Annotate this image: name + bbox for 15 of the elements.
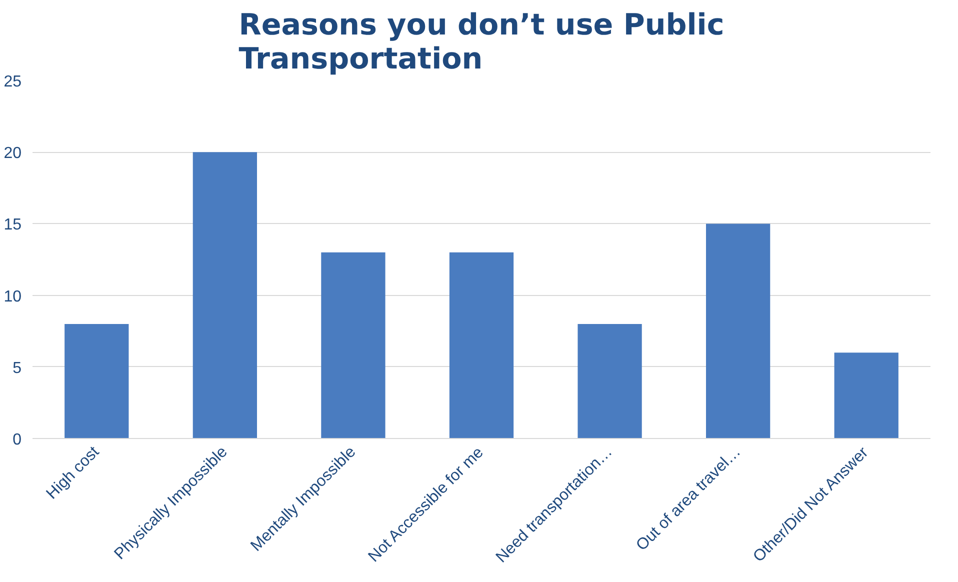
chart-title: Reasons you don’t use Public Transportation xyxy=(238,8,724,76)
bar xyxy=(706,224,770,438)
y-tick-label: 20 xyxy=(4,145,22,162)
x-tick-label: High cost xyxy=(43,443,104,503)
bar xyxy=(192,152,257,438)
y-tick-label: 10 xyxy=(4,288,22,306)
bar xyxy=(578,324,642,438)
y-tick-label: 15 xyxy=(4,216,22,234)
y-tick-label: 25 xyxy=(4,74,22,90)
bar xyxy=(449,252,514,438)
y-tick-label: 5 xyxy=(12,360,22,377)
bar xyxy=(64,324,129,438)
y-tick-label: 0 xyxy=(12,432,22,448)
bar xyxy=(834,352,898,438)
bar xyxy=(321,252,386,438)
